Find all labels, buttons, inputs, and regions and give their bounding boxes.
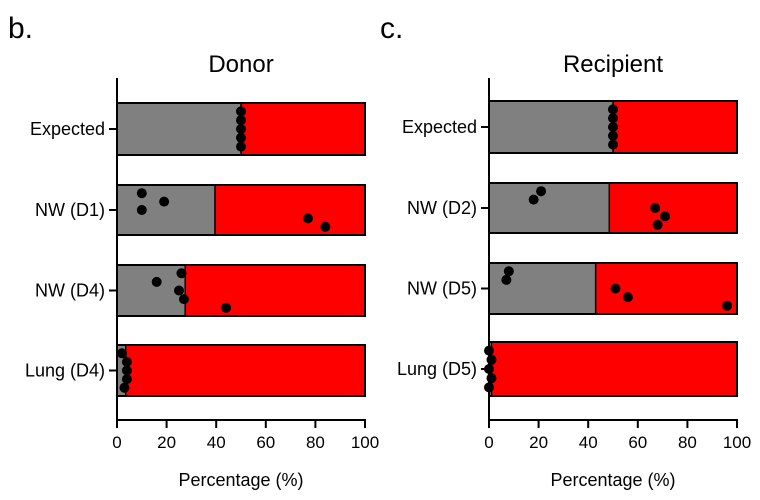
bar-segment-red: [609, 183, 737, 233]
x-tick-label: 0: [484, 433, 493, 452]
bar-segment-gray: [117, 265, 186, 316]
data-point: [136, 205, 147, 215]
data-point: [236, 106, 246, 117]
data-point: [236, 132, 246, 143]
data-point: [608, 113, 618, 124]
data-point: [652, 219, 663, 230]
x-tick-label: 80: [678, 433, 697, 452]
data-point: [174, 285, 184, 296]
x-axis-title: Percentage (%): [178, 470, 303, 490]
data-point: [501, 274, 512, 285]
x-tick-label: 100: [351, 433, 379, 452]
data-point: [116, 348, 127, 359]
data-point: [178, 294, 189, 305]
bar-segment-red: [214, 185, 365, 235]
x-tick-label: 20: [157, 433, 176, 452]
data-point: [176, 268, 187, 279]
chart-panel-1: c. Recipient Expected NW (D2) NW (D5) Lung (D…: [380, 12, 751, 490]
x-tick-label: 0: [112, 433, 121, 452]
category-label: Expected: [402, 117, 477, 137]
data-point: [608, 130, 618, 141]
data-point: [236, 124, 246, 134]
data-point: [320, 221, 331, 232]
panel-letter: b.: [8, 12, 33, 45]
category-label: NW (D1): [35, 200, 105, 220]
data-point: [608, 139, 618, 150]
data-point: [608, 122, 618, 132]
bar-segment-red: [491, 342, 737, 396]
data-point: [650, 203, 661, 213]
x-axis-title: Percentage (%): [550, 470, 675, 490]
bar-segment-red: [613, 101, 737, 153]
bar-segment-gray: [117, 185, 215, 235]
data-point: [302, 213, 313, 224]
panel-letter: c.: [380, 12, 403, 45]
bar-segment-gray: [117, 345, 126, 396]
data-point: [121, 374, 132, 385]
chart-title: Recipient: [563, 51, 663, 78]
data-point: [236, 115, 246, 126]
bar-segment-red: [125, 345, 366, 396]
data-point: [528, 194, 539, 205]
bar-segment-gray: [117, 103, 241, 155]
x-tick-label: 40: [207, 433, 226, 452]
data-point: [503, 266, 514, 277]
data-point: [610, 283, 621, 294]
category-label: Lung (D5): [397, 359, 477, 379]
data-point: [236, 141, 246, 152]
category-label: NW (D4): [35, 281, 105, 301]
data-point: [121, 365, 132, 376]
data-point: [136, 188, 147, 199]
chart-panel-0: b. Donor Expected NW (D1) NW (D4) Lung (D4) 0 2…: [8, 12, 379, 490]
bar-segment-gray: [489, 183, 610, 233]
chart-title: Donor: [208, 51, 273, 78]
data-point: [722, 300, 733, 311]
data-point: [151, 276, 162, 287]
bar-segment-gray: [489, 101, 613, 153]
category-label: Lung (D4): [25, 361, 105, 381]
bar-segment-red: [241, 103, 365, 155]
x-tick-label: 60: [256, 433, 275, 452]
x-tick-label: 20: [529, 433, 548, 452]
bar-segment-red: [185, 265, 365, 316]
x-tick-label: 100: [723, 433, 751, 452]
x-tick-label: 60: [628, 433, 647, 452]
category-label: NW (D5): [407, 279, 477, 299]
data-point: [121, 356, 132, 367]
data-point: [221, 302, 232, 313]
data-point: [660, 211, 671, 222]
data-point: [119, 382, 130, 393]
data-point: [159, 196, 170, 207]
x-tick-label: 80: [306, 433, 325, 452]
data-point: [486, 354, 497, 365]
category-label: Expected: [30, 119, 105, 139]
x-tick-label: 40: [579, 433, 598, 452]
data-point: [622, 292, 633, 303]
data-point: [536, 186, 547, 197]
data-point: [486, 373, 497, 384]
category-label: NW (D2): [407, 198, 477, 218]
data-point: [608, 104, 618, 115]
